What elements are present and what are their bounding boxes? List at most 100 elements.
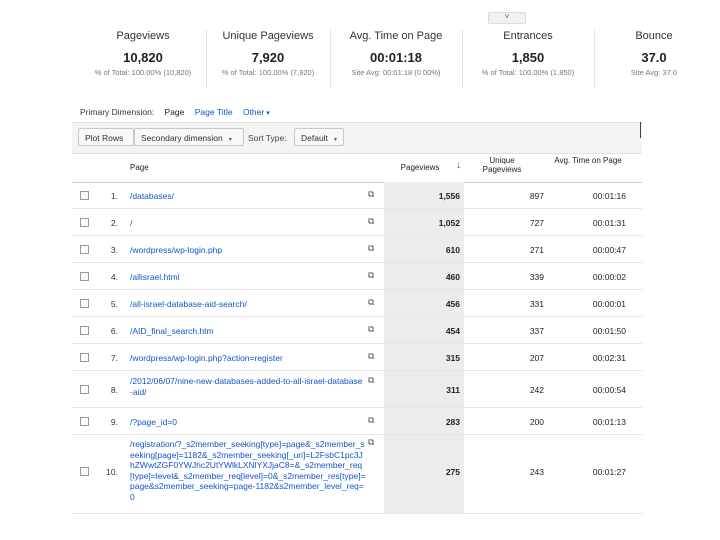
primary-dimension-bar: Primary Dimension: Page Page Title Other…: [80, 107, 278, 117]
avg-time-value: 00:00:54: [592, 385, 626, 395]
pageviews-cell-bg: [384, 371, 464, 407]
row-checkbox[interactable]: [80, 299, 89, 308]
pageviews-cell-bg: [384, 344, 464, 370]
avg-time-value: 00:01:13: [592, 417, 626, 427]
page-link[interactable]: /wordpress/wp-login.php: [130, 245, 223, 255]
dimension-page[interactable]: Page: [164, 107, 185, 117]
page-link[interactable]: /registration/?_s2member_seeking[type]=p…: [130, 439, 366, 502]
scrollbar-edge: [640, 122, 641, 138]
table-toolbar: Plot Rows Secondary dimension ▾ Sort Type…: [72, 122, 642, 154]
page-link[interactable]: /databases/: [130, 191, 174, 201]
page-link[interactable]: /wordpress/wp-login.php?action=register: [130, 353, 283, 363]
row-checkbox[interactable]: [80, 417, 89, 426]
row-checkbox[interactable]: [80, 385, 89, 394]
row-index: 8.: [110, 385, 118, 395]
header-page[interactable]: Page: [130, 163, 149, 172]
plot-rows-label: Plot Rows: [85, 133, 124, 143]
dimension-other[interactable]: Other: [242, 107, 265, 117]
open-page-icon[interactable]: ⧉: [368, 375, 375, 385]
page-link[interactable]: /AID_final_search.htm: [130, 326, 214, 336]
pageviews-value: 275: [445, 467, 460, 477]
row-index: 4.: [110, 272, 118, 282]
row-index: 6.: [110, 326, 118, 336]
row-checkbox[interactable]: [80, 326, 89, 335]
unique-pageviews-value: 727: [529, 218, 544, 228]
plot-rows-button[interactable]: Plot Rows: [78, 128, 134, 146]
pageviews-cell-bg: [384, 209, 464, 235]
row-checkbox[interactable]: [80, 272, 89, 281]
header-pageviews[interactable]: Pageviews: [400, 163, 440, 172]
pageviews-cell-bg: [384, 408, 464, 434]
pageviews-value: 456: [445, 299, 460, 309]
avg-time-value: 00:00:01: [592, 299, 626, 309]
table-row: 6. /AID_final_search.htm ⧉ 454 337 00:01…: [72, 317, 642, 344]
sort-type-dropdown[interactable]: Default ▾: [294, 128, 344, 146]
metric-label: Entrances: [503, 30, 553, 42]
pageviews-value: 1,556: [438, 191, 460, 201]
metric-value: 10,820: [123, 50, 163, 65]
metric-bounce[interactable]: Bounce 37.0 Site Avg: 37.0: [594, 30, 714, 88]
table-row: 1. /databases/ ⧉ 1,556 897 00:01:16: [72, 182, 642, 209]
row-index: 3.: [110, 245, 118, 255]
table-header: Page Pageviews ↓ Unique Pageviews Avg. T…: [72, 152, 642, 183]
table-row: 10. /registration/?_s2member_seeking[typ…: [72, 435, 642, 514]
metric-label: Pageviews: [116, 30, 170, 42]
unique-pageviews-value: 897: [529, 191, 544, 201]
metric-pageviews[interactable]: Pageviews 10,820 % of Total: 100.00% (10…: [80, 30, 207, 88]
open-page-icon[interactable]: ⧉: [368, 243, 375, 253]
metric-entrances[interactable]: Entrances 1,850 % of Total: 100.00% (1,8…: [462, 30, 595, 88]
collapse-handle[interactable]: ˅: [488, 12, 526, 24]
open-page-icon[interactable]: ⧉: [368, 324, 375, 334]
header-avg-time[interactable]: Avg. Time on Page: [554, 156, 622, 165]
row-checkbox[interactable]: [80, 353, 89, 362]
open-page-icon[interactable]: ⧉: [368, 415, 375, 425]
open-page-icon[interactable]: ⧉: [368, 216, 375, 226]
pageviews-cell-bg: [384, 182, 464, 208]
avg-time-value: 00:00:02: [592, 272, 626, 282]
pageviews-cell-bg: [384, 435, 464, 513]
pageviews-cell-bg: [384, 317, 464, 343]
secondary-dimension-dropdown[interactable]: Secondary dimension ▾: [134, 128, 244, 146]
summary-metrics: Pageviews 10,820 % of Total: 100.00% (10…: [80, 30, 720, 92]
open-page-icon[interactable]: ⧉: [368, 437, 375, 447]
unique-pageviews-value: 242: [529, 385, 544, 395]
dimension-page-title[interactable]: Page Title: [194, 107, 233, 117]
unique-pageviews-value: 337: [529, 326, 544, 336]
row-checkbox[interactable]: [80, 191, 89, 200]
row-index: 5.: [110, 299, 118, 309]
unique-pageviews-value: 200: [529, 417, 544, 427]
sort-descending-icon[interactable]: ↓: [456, 160, 461, 171]
header-unique-pageviews[interactable]: Unique Pageviews: [482, 156, 522, 174]
metric-subtext: % of Total: 100.00% (1,850): [481, 68, 575, 77]
pageviews-value: 454: [445, 326, 460, 336]
page-link[interactable]: /allisrael.html: [130, 272, 180, 282]
metric-label: Unique Pageviews: [222, 30, 314, 42]
row-index: 10.: [106, 467, 118, 477]
page-link[interactable]: /2012/06/07/nine-new-databases-added-to-…: [130, 376, 363, 397]
page-link[interactable]: /all-israel-database-aid-search/: [130, 299, 247, 309]
avg-time-value: 00:02:31: [592, 353, 626, 363]
open-page-icon[interactable]: ⧉: [368, 351, 375, 361]
metric-subtext: % of Total: 100.00% (10,820): [94, 68, 192, 77]
pageviews-value: 610: [445, 245, 460, 255]
page-link[interactable]: /?page_id=0: [130, 417, 178, 427]
pageviews-value: 283: [445, 417, 460, 427]
unique-pageviews-value: 331: [529, 299, 544, 309]
page-link[interactable]: /: [130, 218, 133, 228]
avg-time-value: 00:01:27: [592, 467, 626, 477]
metric-subtext: Site Avg: 37.0: [630, 68, 678, 77]
caret-down-icon: ▾: [228, 137, 232, 143]
row-checkbox[interactable]: [80, 467, 89, 476]
avg-time-value: 00:00:47: [592, 245, 626, 255]
unique-pageviews-value: 271: [529, 245, 544, 255]
open-page-icon[interactable]: ⧉: [368, 297, 375, 307]
open-page-icon[interactable]: ⧉: [368, 270, 375, 280]
open-page-icon[interactable]: ⧉: [368, 189, 375, 199]
metric-unique-pageviews[interactable]: Unique Pageviews 7,920 % of Total: 100.0…: [206, 30, 331, 88]
row-checkbox[interactable]: [80, 245, 89, 254]
metric-avg-time-on-page[interactable]: Avg. Time on Page 00:01:18 Site Avg: 00:…: [330, 30, 463, 88]
caret-down-icon: ▾: [333, 137, 337, 143]
row-checkbox[interactable]: [80, 218, 89, 227]
metric-subtext: Site Avg: 00:01:18 (0.00%): [351, 68, 441, 77]
metric-label: Avg. Time on Page: [349, 30, 443, 42]
